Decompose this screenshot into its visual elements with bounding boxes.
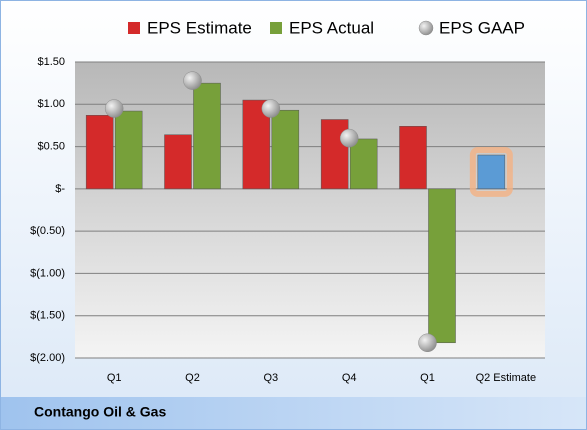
legend-swatch <box>270 22 282 34</box>
bar <box>477 154 506 190</box>
bar <box>114 110 143 190</box>
bar <box>349 138 378 190</box>
gaap-marker <box>261 99 281 118</box>
gaap-marker <box>418 333 437 353</box>
bar <box>320 119 349 190</box>
gaap-marker <box>104 99 124 118</box>
footer-bar <box>1 397 586 429</box>
x-tick-label: Q2 <box>185 372 200 384</box>
legend-swatch <box>128 22 140 34</box>
x-tick-label: Q4 <box>342 372 357 384</box>
y-tick-label: $(1.50) <box>30 310 65 322</box>
x-tick-label: Q2 Estimate <box>476 372 537 384</box>
y-tick-label: $(0.50) <box>30 225 65 237</box>
bar <box>85 115 114 190</box>
x-tick-label: Q1 <box>420 372 435 384</box>
legend-marker <box>418 20 434 36</box>
footer-title: Contango Oil & Gas <box>34 404 166 420</box>
y-tick-label: $1.50 <box>37 56 65 68</box>
gaap-marker <box>183 71 202 90</box>
legend-label: EPS Actual <box>289 18 374 37</box>
bar <box>164 134 192 190</box>
y-tick-label: $1.00 <box>37 98 65 110</box>
x-tick-label: Q3 <box>263 372 278 384</box>
y-tick-label: $- <box>55 183 65 195</box>
bar <box>428 188 456 344</box>
legend-label: EPS Estimate <box>147 18 252 37</box>
bar <box>399 126 427 190</box>
highlight-glow <box>469 147 513 197</box>
gaap-marker <box>339 128 359 148</box>
y-tick-label: $(1.00) <box>30 267 65 279</box>
y-tick-label: $0.50 <box>37 140 65 152</box>
legend-label: EPS GAAP <box>439 18 525 37</box>
x-tick-label: Q1 <box>107 372 122 384</box>
y-tick-label: $(2.00) <box>30 352 65 364</box>
bar <box>271 109 300 190</box>
bar <box>193 82 221 190</box>
plot-area <box>75 62 545 358</box>
